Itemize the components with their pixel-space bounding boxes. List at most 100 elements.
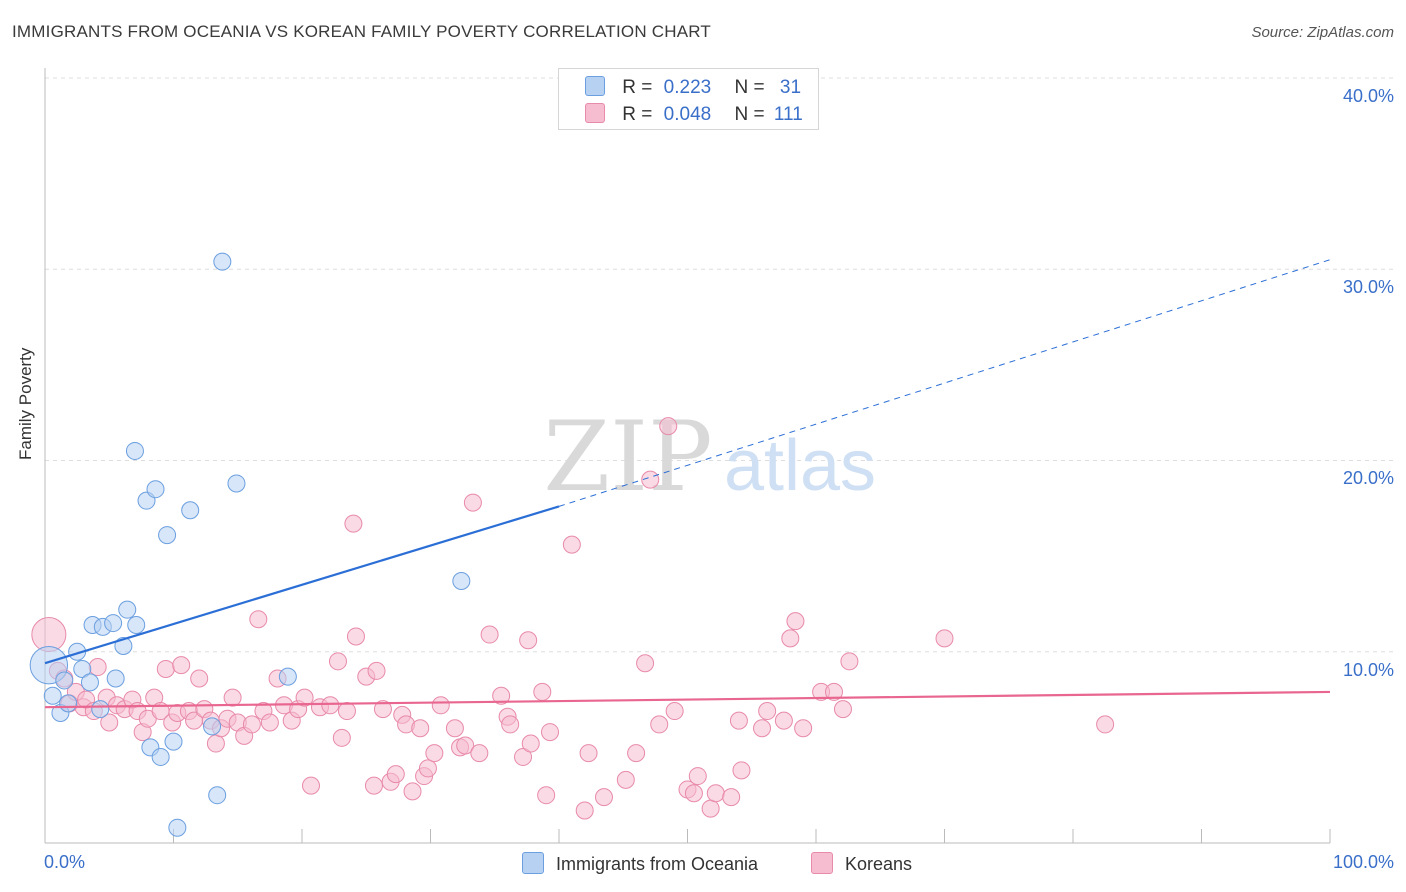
koreans-point xyxy=(758,702,777,721)
trend-lines xyxy=(44,259,1331,709)
koreans-point xyxy=(223,688,242,707)
legend-n-label: N = xyxy=(734,104,765,125)
oceania-point xyxy=(106,669,125,688)
koreans-point xyxy=(579,744,598,763)
legend-n-label: N = xyxy=(734,77,765,98)
koreans-point xyxy=(242,715,261,734)
oceania-point xyxy=(168,818,187,837)
koreans-point xyxy=(794,719,813,738)
axes-layer xyxy=(44,68,1331,844)
legend-n-value-koreans: 111 xyxy=(773,104,803,125)
koreans-point xyxy=(445,719,464,738)
y-tick-label: 20.0% xyxy=(1342,468,1394,488)
koreans-point xyxy=(431,696,450,715)
koreans-point xyxy=(575,801,594,820)
oceania-point xyxy=(164,732,183,751)
koreans-point xyxy=(425,744,444,763)
koreans-point xyxy=(935,629,954,648)
oceania-point xyxy=(104,614,123,633)
watermark-zip: ZIP xyxy=(543,401,712,513)
koreans-point xyxy=(659,417,678,436)
oceania-point xyxy=(213,252,232,271)
bottom-legend-label-oceania: Immigrants from Oceania xyxy=(556,854,759,874)
koreans-point xyxy=(722,788,741,807)
koreans-point xyxy=(480,625,499,644)
koreans-point xyxy=(301,776,320,795)
legend-n-value-oceania: 31 xyxy=(779,77,802,98)
oceania-point xyxy=(125,441,144,460)
oceania-point xyxy=(151,747,170,766)
koreans-point xyxy=(172,656,191,675)
oceania-point xyxy=(73,659,92,678)
koreans-point xyxy=(753,719,772,738)
koreans-point xyxy=(418,759,437,778)
koreans-point xyxy=(684,784,703,803)
koreans-point xyxy=(332,728,351,747)
koreans-point xyxy=(562,535,581,554)
watermark: ZIP atlas xyxy=(543,401,876,513)
koreans-point xyxy=(514,747,533,766)
oceania-point xyxy=(55,671,74,690)
oceania-point xyxy=(227,474,246,493)
koreans-point xyxy=(833,700,852,719)
y-tick-label: 10.0% xyxy=(1342,660,1394,680)
koreans-point xyxy=(533,682,552,701)
oceania-points xyxy=(29,252,471,837)
koreans-point xyxy=(295,688,314,707)
legend-r-value-oceania: 0.223 xyxy=(663,77,712,98)
chart-title: IMMIGRANTS FROM OCEANIA VS KOREAN FAMILY… xyxy=(12,22,711,41)
koreans-point xyxy=(824,682,843,701)
koreans-point xyxy=(786,612,805,631)
oceania-point xyxy=(452,571,471,590)
koreans-point xyxy=(337,702,356,721)
koreans-point xyxy=(781,629,800,648)
koreans-point xyxy=(519,631,538,650)
x-tick-label: 100.0% xyxy=(1332,852,1394,872)
legend-r-value-koreans: 0.048 xyxy=(663,104,712,125)
koreans-point xyxy=(616,770,635,789)
oceania-point xyxy=(203,717,222,736)
koreans-point xyxy=(706,784,725,803)
koreans-point xyxy=(344,514,363,533)
koreans-point xyxy=(492,686,511,705)
legend-swatch-koreans xyxy=(585,103,605,123)
legend-swatch-oceania xyxy=(585,76,605,96)
oceania-point xyxy=(43,686,62,705)
koreans-point xyxy=(88,658,107,677)
koreans-point xyxy=(456,736,475,755)
oceania-point xyxy=(208,786,227,805)
oceania-point xyxy=(59,694,78,713)
oceania-point xyxy=(118,600,137,619)
koreans-point xyxy=(1096,715,1115,734)
oceania-point xyxy=(91,700,110,719)
source-label: Source: ZipAtlas.com xyxy=(1251,24,1394,41)
koreans-point xyxy=(470,744,489,763)
koreans-point xyxy=(386,765,405,784)
koreans-trend-line xyxy=(44,690,1331,709)
bottom-legend-swatch-oceania xyxy=(522,852,544,874)
koreans-point xyxy=(367,661,386,680)
x-tick-label: 0.0% xyxy=(44,852,86,872)
oceania-point xyxy=(146,480,165,499)
legend-row-oceania: R = 0.223 N = 31 xyxy=(585,76,801,98)
koreans-point xyxy=(328,652,347,671)
grid-layer xyxy=(45,77,1395,653)
bottom-legend-label-koreans: Koreans xyxy=(845,854,913,874)
legend: R = 0.223 N = 31 R = 0.048 N = 111 xyxy=(558,68,819,130)
koreans-point xyxy=(411,719,430,738)
koreans-point xyxy=(729,711,748,730)
bottom-legend-koreans: Koreans xyxy=(811,852,912,875)
oceania-trend-line xyxy=(44,505,560,665)
oceania-point xyxy=(158,526,177,545)
y-tick-label: 40.0% xyxy=(1342,86,1394,106)
oceania-point xyxy=(127,615,146,634)
legend-row-koreans: R = 0.048 N = 111 xyxy=(585,103,803,125)
koreans-point xyxy=(249,610,268,629)
bottom-legend-oceania: Immigrants from Oceania xyxy=(522,852,758,875)
legend-r-label: R = xyxy=(622,104,653,125)
koreans-point xyxy=(665,702,684,721)
koreans-point xyxy=(537,786,556,805)
koreans-point xyxy=(650,715,669,734)
bottom-legend-swatch-koreans xyxy=(811,852,833,874)
